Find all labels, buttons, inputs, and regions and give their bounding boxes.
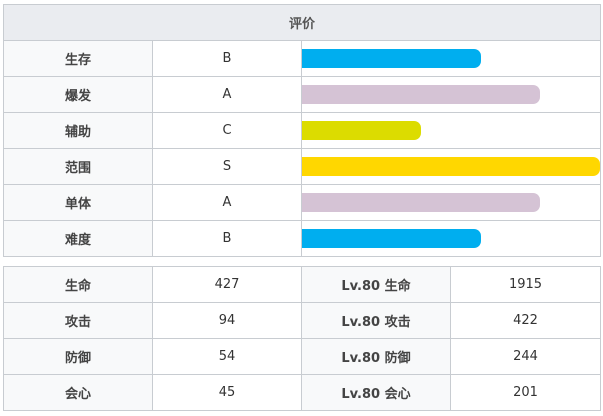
rating-label: 范围 (3, 148, 153, 185)
rating-bar (302, 229, 481, 248)
rating-bar-cell (300, 112, 602, 149)
rating-bar (302, 49, 481, 68)
stat-label: 生命 (3, 266, 153, 303)
rating-bar-cell (300, 184, 602, 221)
stat-label: 防御 (3, 338, 153, 375)
rating-label: 单体 (3, 184, 153, 221)
rating-bar-cell (300, 148, 602, 185)
stat-lv-value: 201 (450, 374, 601, 411)
stat-lv-label: Lv.80 会心 (301, 374, 451, 411)
rating-label: 爆发 (3, 76, 153, 113)
stats-row-hp: 生命 427 Lv.80 生命 1915 (3, 266, 601, 303)
stats-row-defense: 防御 54 Lv.80 防御 244 (3, 338, 601, 375)
stats-table: 生命 427 Lv.80 生命 1915 攻击 94 Lv.80 攻击 422 … (3, 266, 601, 411)
rating-bar (302, 85, 541, 104)
rating-grade: B (152, 220, 302, 257)
rating-grade: S (152, 148, 302, 185)
stat-value: 54 (152, 338, 302, 375)
rating-label: 生存 (3, 40, 153, 77)
rating-grade: A (152, 184, 302, 221)
rating-label: 难度 (3, 220, 153, 257)
rating-title: 评价 (2, 4, 602, 41)
rating-bar (302, 193, 541, 212)
stat-lv-label: Lv.80 攻击 (301, 302, 451, 339)
rating-bar (302, 121, 422, 140)
stats-row-attack: 攻击 94 Lv.80 攻击 422 (3, 302, 601, 339)
stat-lv-value: 422 (450, 302, 601, 339)
stat-label: 攻击 (3, 302, 153, 339)
rating-grade: A (152, 76, 302, 113)
stat-label: 会心 (3, 374, 153, 411)
rating-row-difficulty: 难度 B (3, 220, 602, 257)
stats-row-crit: 会心 45 Lv.80 会心 201 (3, 374, 601, 411)
stat-lv-value: 1915 (450, 266, 601, 303)
rating-grade: C (152, 112, 302, 149)
stat-value: 94 (152, 302, 302, 339)
rating-bar (302, 157, 601, 176)
rating-bar-cell (300, 40, 602, 77)
rating-table: 评价 生存 B 爆发 A 辅助 C 范围 S 单体 A 难度 B (2, 4, 602, 257)
stat-lv-value: 244 (450, 338, 601, 375)
rating-row-survival: 生存 B (3, 40, 602, 77)
rating-row-single: 单体 A (3, 184, 602, 221)
rating-label: 辅助 (3, 112, 153, 149)
rating-row-support: 辅助 C (3, 112, 602, 149)
rating-grade: B (152, 40, 302, 77)
rating-row-burst: 爆发 A (3, 76, 602, 113)
stat-lv-label: Lv.80 生命 (301, 266, 451, 303)
rating-row-area: 范围 S (3, 148, 602, 185)
stat-lv-label: Lv.80 防御 (301, 338, 451, 375)
rating-bar-cell (300, 220, 602, 257)
rating-bar-cell (300, 76, 602, 113)
stat-value: 427 (152, 266, 302, 303)
stat-value: 45 (152, 374, 302, 411)
